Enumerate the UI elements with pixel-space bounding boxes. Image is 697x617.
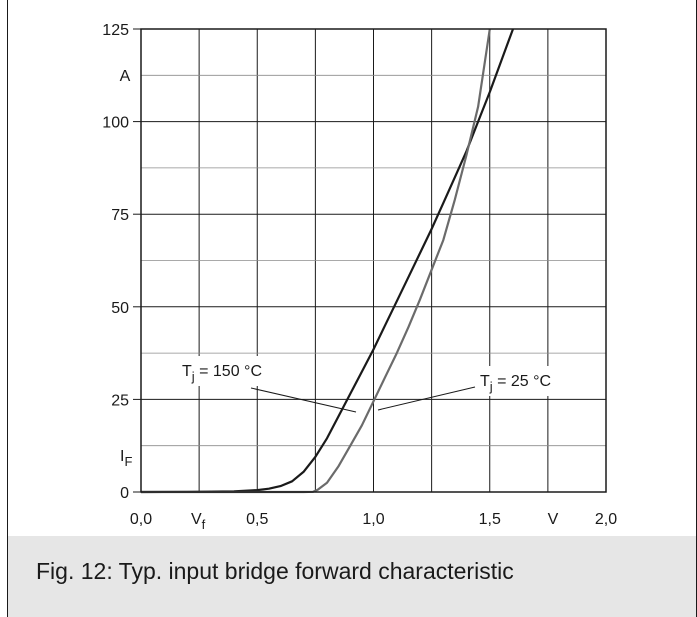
x-tick-label-0: 0,0 <box>130 511 152 528</box>
y-tick-label-1: 25 <box>111 392 129 409</box>
svg-text:Tj = 150 °C: Tj = 150 °C <box>182 363 262 384</box>
y-tick-label-4: 100 <box>102 115 129 132</box>
chart: 0 25 50 75 100 125 0,0 0,5 1,0 1,5 2,0 A IF Vf V T… <box>102 22 617 532</box>
y-axis-subscript: F <box>124 454 132 469</box>
grid <box>140 28 607 493</box>
y-tick-label-0: 0 <box>120 485 129 502</box>
y-tick-label-5: 125 <box>102 22 129 39</box>
x-tick-label-1: 0,5 <box>246 511 268 528</box>
x-axis-subscript: f <box>202 517 206 532</box>
x-axis-symbol: Vf <box>191 511 206 532</box>
svg-text:Tj = 25 °C: Tj = 25 °C <box>480 373 551 394</box>
y-axis-symbol: IF <box>120 448 132 469</box>
figure-caption: Fig. 12: Typ. input bridge forward chara… <box>36 558 514 584</box>
series-label-150c-leader <box>250 387 357 413</box>
figure: 0 25 50 75 100 125 0,0 0,5 1,0 1,5 2,0 A IF Vf V T… <box>7 0 697 617</box>
x-tick-label-3: 1,5 <box>479 511 501 528</box>
series-label-25c-leader <box>377 386 476 411</box>
caption-band: Fig. 12: Typ. input bridge forward chara… <box>8 536 696 617</box>
y-tick-label-3: 75 <box>111 207 129 224</box>
x-tick-label-4: 2,0 <box>595 511 617 528</box>
series-label-25c: Tj = 25 °C <box>476 366 586 396</box>
x-axis-unit: V <box>548 511 559 528</box>
y-tick-label-2: 50 <box>111 300 129 317</box>
series-line-0 <box>140 28 515 494</box>
y-axis-unit: A <box>120 68 131 85</box>
series-label-150c: Tj = 150 °C <box>178 356 296 386</box>
tick-labels: 0 25 50 75 100 125 0,0 0,5 1,0 1,5 2,0 <box>102 22 617 528</box>
x-tick-label-2: 1,0 <box>362 511 384 528</box>
plot-frame <box>140 28 607 493</box>
